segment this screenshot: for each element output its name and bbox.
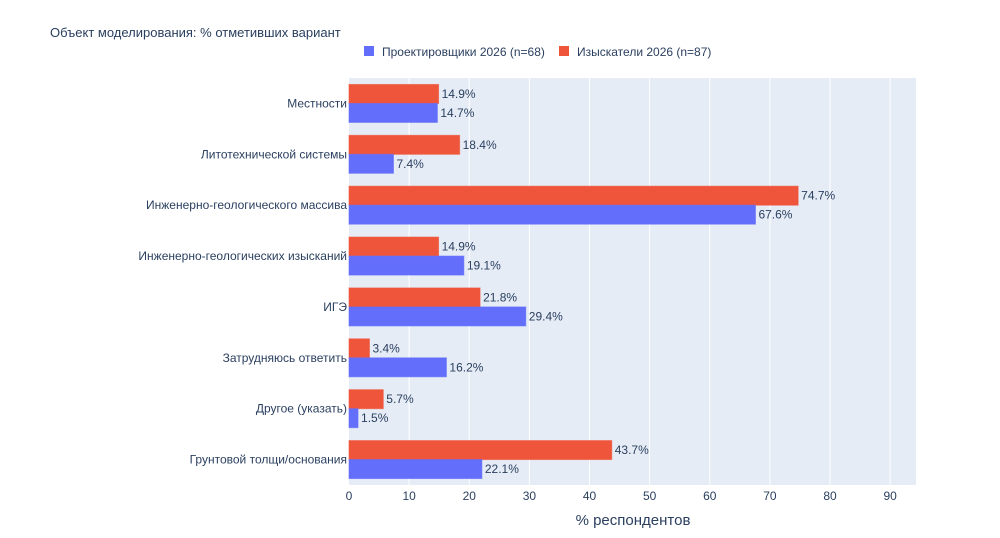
data-label: 21.8% — [483, 290, 517, 304]
data-label: 74.7% — [801, 189, 835, 203]
data-label: 43.7% — [615, 443, 649, 457]
data-label: 5.7% — [386, 392, 414, 406]
data-label: 3.4% — [372, 341, 400, 355]
x-tick-label: 50 — [643, 489, 657, 503]
x-tick-label: 20 — [463, 489, 477, 503]
x-tick-label: 30 — [523, 489, 537, 503]
legend-label: Проектировщики 2026 (n=68) — [382, 45, 545, 59]
bar — [348, 408, 359, 429]
data-label: 14.9% — [442, 240, 476, 254]
y-tick-label: Затрудняюсь ответить — [223, 351, 347, 365]
bar — [348, 204, 756, 225]
y-tick-label: Местности — [287, 96, 347, 110]
x-tick-label: 0 — [346, 489, 353, 503]
bar — [348, 306, 527, 327]
x-tick-label: 40 — [583, 489, 597, 503]
data-label: 16.2% — [449, 360, 483, 374]
bar — [348, 459, 483, 480]
data-label: 7.4% — [396, 157, 424, 171]
legend[interactable]: Проектировщики 2026 (n=68) Изыскатели 202… — [364, 45, 711, 59]
y-tick-label: ИГЭ — [323, 300, 347, 314]
legend-swatch — [559, 46, 569, 56]
data-label: 14.9% — [442, 87, 476, 101]
x-tick-label: 90 — [883, 489, 897, 503]
x-tick-label: 80 — [823, 489, 837, 503]
x-axis-title: % респондентов — [576, 512, 691, 529]
y-tick-label: Инженерно-геологического массива — [146, 198, 347, 212]
bar — [348, 338, 370, 359]
bar — [348, 185, 799, 206]
legend-swatch — [364, 46, 374, 56]
data-label: 29.4% — [529, 309, 563, 323]
data-label: 14.7% — [440, 106, 474, 120]
y-tick-label: Грунтовой толщи/основания — [190, 453, 347, 467]
bar — [348, 440, 613, 461]
data-label: 18.4% — [463, 138, 497, 152]
data-label: 19.1% — [467, 259, 501, 273]
bar — [348, 236, 440, 257]
x-tick-label: 60 — [703, 489, 717, 503]
bar — [348, 255, 465, 276]
y-tick-label: Литотехнической системы — [201, 147, 347, 161]
y-tick-label: Другое (указать) — [256, 402, 347, 416]
bar — [348, 287, 481, 308]
bar — [348, 102, 438, 123]
bar — [348, 83, 440, 104]
bar — [348, 357, 447, 378]
data-label: 1.5% — [361, 411, 389, 425]
legend-label: Изыскатели 2026 (n=87) — [577, 45, 711, 59]
data-label: 67.6% — [758, 208, 792, 222]
bar — [348, 153, 394, 174]
bar — [348, 134, 461, 155]
x-tick-label: 10 — [402, 489, 416, 503]
data-label: 22.1% — [485, 462, 519, 476]
chart-title: Объект моделирования: % отметивших вариа… — [50, 25, 341, 40]
y-tick-label: Инженерно-геологических изысканий — [138, 249, 347, 263]
x-tick-label: 70 — [763, 489, 777, 503]
bar — [348, 389, 384, 410]
